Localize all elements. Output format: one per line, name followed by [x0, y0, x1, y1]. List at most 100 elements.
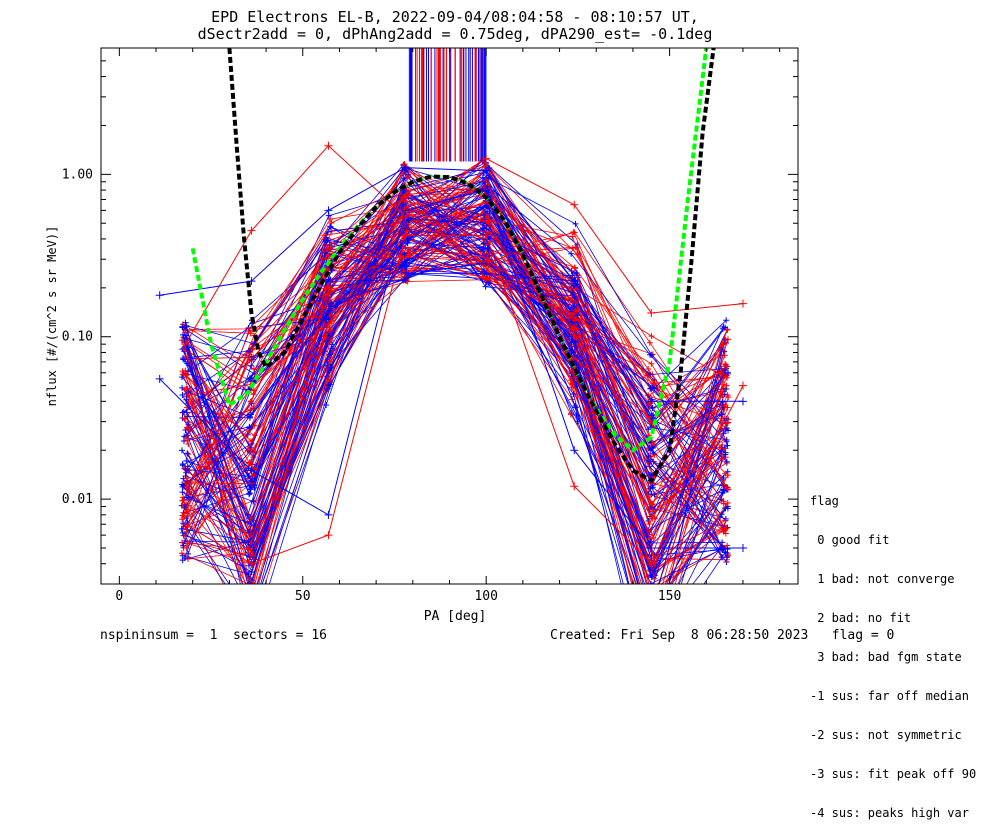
background-trace-marker: [720, 528, 727, 535]
background-trace-marker: [651, 615, 657, 621]
background-trace-marker: [184, 513, 191, 520]
background-trace: [185, 232, 722, 450]
flag-legend-entry: -3 sus: fit peak off 90: [810, 767, 977, 781]
data-point: [324, 510, 333, 519]
series-line-1: [185, 235, 744, 565]
background-trace-marker: [179, 384, 186, 391]
background-trace: [182, 217, 726, 584]
background-trace: [182, 247, 726, 579]
background-trace-marker: [645, 599, 651, 605]
background-trace: [187, 185, 728, 544]
series-line-3: [159, 189, 743, 549]
data-point: [738, 299, 747, 308]
background-trace: [187, 207, 728, 510]
background-trace: [185, 219, 722, 503]
background-trace-marker: [249, 610, 255, 616]
background-trace: [181, 163, 728, 550]
y-tick-label: 1.00: [62, 167, 93, 182]
series-layer: [155, 48, 747, 568]
background-trace: [184, 205, 728, 554]
background-trace: [186, 163, 728, 530]
background-trace: [187, 230, 726, 584]
background-trace-marker: [249, 608, 255, 614]
background-trace: [185, 166, 723, 392]
data-point: [401, 206, 410, 215]
flag-legend-entry: -2 sus: not symmetric: [810, 728, 962, 742]
data-point: [570, 200, 579, 209]
background-trace-marker: [648, 621, 654, 627]
background-trace: [184, 215, 729, 584]
background-trace: [186, 199, 725, 514]
background-trace: [184, 246, 725, 444]
flag-legend-title: flag: [810, 494, 839, 508]
background-trace: [187, 193, 727, 488]
background-trace-marker: [720, 455, 727, 462]
x-tick-label: 100: [474, 589, 497, 604]
data-point: [324, 141, 333, 150]
background-trace: [186, 254, 725, 532]
flag-legend-entry: -1 sus: far off median: [810, 689, 969, 703]
background-trace-marker: [250, 582, 252, 584]
data-point: [247, 226, 256, 235]
flag-legend-entry: 1 bad: not converge: [810, 572, 955, 586]
background-trace-marker: [250, 593, 256, 599]
background-trace-marker: [182, 434, 189, 441]
background-trace-marker: [253, 582, 255, 584]
background-trace-marker: [178, 550, 185, 557]
background-trace: [185, 191, 728, 474]
background-trace-marker: [646, 621, 652, 627]
data-point: [155, 374, 164, 383]
data-point: [247, 277, 256, 286]
background-trace-marker: [183, 483, 190, 490]
flag-legend-entry: 3 bad: bad fgm state: [810, 650, 962, 664]
background-trace-marker: [720, 498, 727, 505]
background-trace-marker: [181, 503, 188, 510]
background-trace: [186, 218, 728, 584]
data-point: [482, 166, 491, 175]
background-trace-marker: [725, 369, 732, 376]
background-trace-marker: [245, 609, 251, 615]
chart-title: EPD Electrons EL-B, 2022-09-04/08:04:58 …: [211, 8, 699, 26]
background-trace-marker: [183, 409, 190, 416]
flag-legend-entry: -4 sus: peaks high var: [810, 806, 969, 820]
fit-curve-green: [190, 48, 709, 453]
x-tick-label: 50: [295, 589, 311, 604]
flag-legend-entry: 0 good fit: [810, 533, 890, 547]
background-trace-marker: [248, 614, 254, 620]
background-trace-marker: [724, 392, 731, 399]
x-tick-label: 0: [115, 589, 123, 604]
background-trace-marker: [248, 618, 254, 624]
data-point: [647, 543, 656, 552]
background-trace-marker: [724, 374, 731, 381]
data-point: [570, 277, 579, 286]
data-point: [647, 308, 656, 317]
background-trace-marker: [723, 382, 730, 389]
background-trace-marker: [179, 529, 186, 536]
series-line-2: [159, 167, 743, 402]
background-trace: [182, 196, 723, 558]
background-trace-marker: [184, 450, 191, 457]
background-trace: [185, 237, 723, 584]
data-point: [738, 543, 747, 552]
background-trace-marker: [720, 373, 727, 380]
data-point: [401, 163, 410, 172]
background-traces: [178, 48, 732, 627]
data-point: [247, 559, 256, 568]
data-point: [482, 231, 491, 240]
background-trace-marker: [183, 526, 190, 533]
y-tick-label: 0.10: [62, 330, 93, 345]
data-point: [324, 531, 333, 540]
background-trace-marker: [249, 589, 255, 595]
background-trace: [182, 249, 729, 584]
background-trace-marker: [721, 391, 728, 398]
background-trace: [187, 227, 726, 555]
background-trace: [182, 252, 723, 483]
background-trace: [186, 202, 723, 446]
background-trace-marker: [247, 581, 249, 584]
background-trace-marker: [183, 494, 190, 501]
data-point: [324, 206, 333, 215]
background-trace-marker: [182, 367, 189, 374]
data-point: [482, 186, 491, 195]
background-trace-marker: [645, 588, 651, 594]
background-trace-marker: [718, 448, 725, 455]
